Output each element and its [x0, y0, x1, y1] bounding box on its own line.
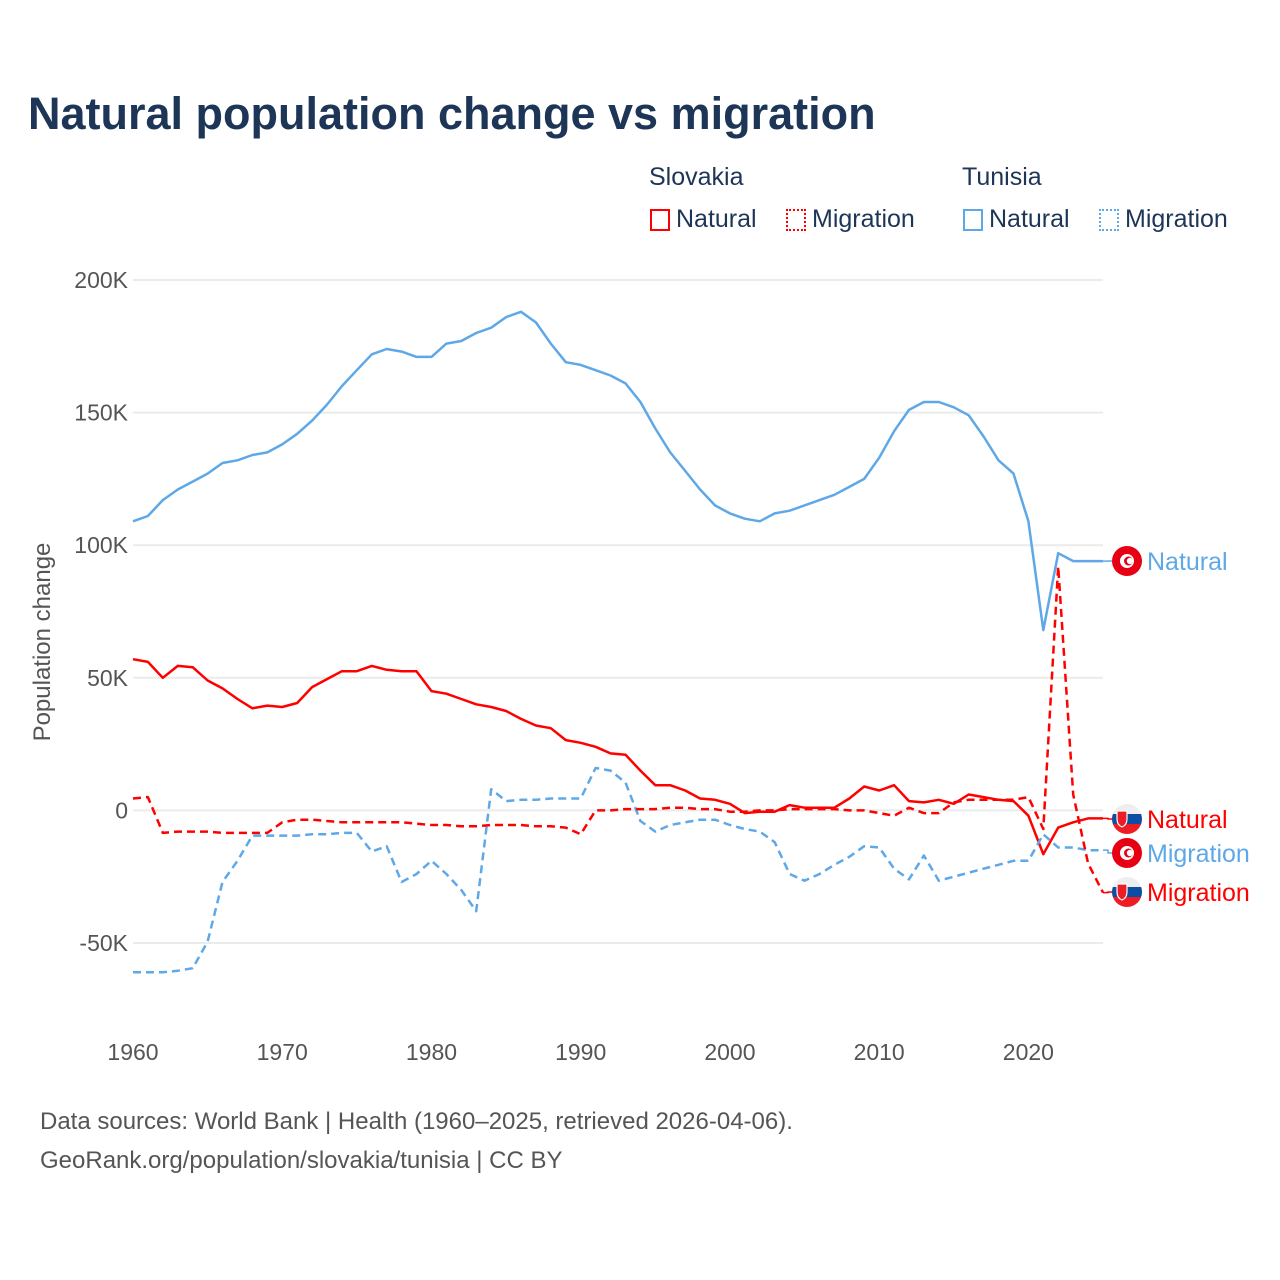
tunisia-flag-icon — [1112, 838, 1142, 868]
x-tick-label: 1960 — [107, 1039, 158, 1065]
x-tick-label: 1980 — [406, 1039, 457, 1065]
series-line-tunisia-migration[interactable] — [133, 766, 1103, 974]
y-tick-label: 100K — [74, 532, 128, 558]
legend-group-tunisia: Tunisia — [962, 163, 1042, 191]
legend-tunisia-migration[interactable]: Migration — [1099, 205, 1228, 234]
source-line-1: Data sources: World Bank | Health (1960–… — [40, 1108, 793, 1135]
end-connector — [1103, 891, 1113, 894]
end-label: Migration — [1147, 879, 1250, 907]
legend-label: Natural — [989, 205, 1070, 233]
y-tick-label: 0 — [115, 797, 128, 823]
y-tick-label: 150K — [74, 400, 128, 426]
legend-tunisia-natural[interactable]: Natural — [963, 205, 1070, 234]
legend-slovakia-natural[interactable]: Natural — [650, 205, 757, 234]
legend-swatch — [1099, 208, 1119, 231]
end-label: Migration — [1147, 840, 1250, 868]
series-line-slovakia-natural[interactable] — [132, 657, 1103, 856]
legend-label: Natural — [676, 205, 757, 233]
x-tick-label: 2010 — [854, 1039, 905, 1065]
x-tick-label: 2020 — [1003, 1039, 1054, 1065]
legend-label: Migration — [812, 205, 915, 233]
y-tick-label: -50K — [79, 930, 128, 956]
end-connector — [1103, 849, 1113, 854]
legend-swatch — [786, 208, 806, 231]
legend-slovakia-migration[interactable]: Migration — [786, 205, 915, 234]
legend-swatch — [650, 208, 670, 231]
end-connector — [1103, 817, 1113, 820]
series-line-tunisia-natural[interactable] — [132, 310, 1103, 632]
x-tick-label: 1990 — [555, 1039, 606, 1065]
end-label: Natural — [1147, 806, 1228, 834]
x-tick-label: 2000 — [704, 1039, 755, 1065]
chart-title: Natural population change vs migration — [28, 88, 876, 139]
x-tick-label: 1970 — [257, 1039, 308, 1065]
series-line-slovakia-migration[interactable] — [132, 565, 1105, 894]
end-label: Natural — [1147, 548, 1228, 576]
y-tick-label: 200K — [74, 267, 128, 293]
y-tick-label: 50K — [87, 665, 129, 691]
tunisia-flag-icon — [1112, 546, 1142, 576]
slovakia-flag-icon — [1112, 804, 1142, 834]
legend-group-slovakia: Slovakia — [649, 163, 744, 191]
legend-label: Migration — [1125, 205, 1228, 233]
legend-swatch — [963, 208, 983, 231]
slovakia-flag-icon — [1112, 877, 1142, 907]
y-axis-label: Population change — [29, 543, 56, 742]
source-line-2[interactable]: GeoRank.org/population/slovakia/tunisia … — [40, 1147, 563, 1174]
